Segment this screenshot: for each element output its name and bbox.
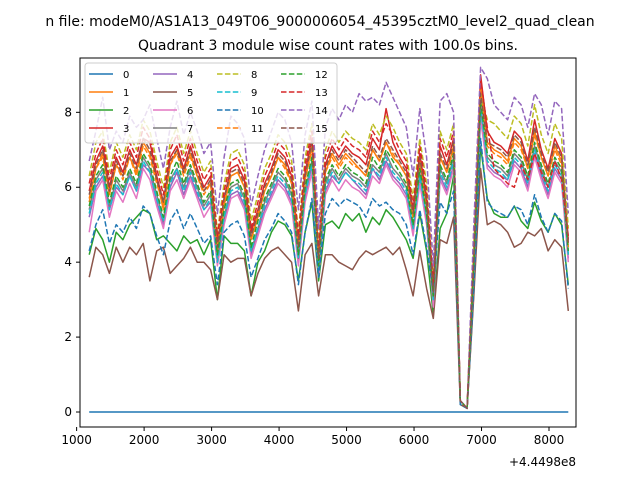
axes-frame — [79, 57, 577, 428]
series-line-2 — [88, 145, 570, 410]
chart-title: Quadrant 3 module wise count rates with … — [138, 38, 518, 54]
x-tick-label: 3000 — [196, 433, 227, 447]
legend-label-13: 13 — [315, 88, 328, 99]
legend-box — [84, 62, 338, 144]
y-tick-label: 0 — [64, 405, 72, 419]
x-tick-label: 4000 — [264, 433, 295, 447]
legend-label-14: 14 — [315, 106, 328, 117]
legend-label-9: 9 — [251, 88, 257, 99]
y-tick-label: 2 — [64, 330, 72, 344]
x-tick-label: 7000 — [466, 433, 497, 447]
series-line-13 — [88, 77, 570, 410]
y-tick-label: 8 — [64, 105, 72, 119]
x-tick-label: 8000 — [534, 433, 565, 447]
legend-label-7: 7 — [187, 124, 193, 135]
series-line-5 — [88, 167, 570, 410]
legend-label-5: 5 — [187, 88, 193, 99]
legend-label-6: 6 — [187, 106, 193, 117]
legend-label-15: 15 — [315, 124, 328, 135]
x-tick-label: 5000 — [331, 433, 362, 447]
y-tick-label: 6 — [64, 180, 72, 194]
legend-label-1: 1 — [123, 88, 129, 99]
x-tick-label: 6000 — [399, 433, 430, 447]
series-line-10 — [88, 137, 570, 410]
y-axis: 0 2 4 6 8 — [64, 105, 80, 419]
series-line-15 — [88, 92, 570, 410]
x-tick-label: 2000 — [129, 433, 160, 447]
suptitle: n file: modeM0/AS1A13_049T06_9000006054_… — [45, 14, 594, 30]
series-line-6 — [88, 119, 570, 410]
legend-label-11: 11 — [251, 124, 264, 135]
x-axis: 1000 2000 3000 4000 5000 6000 7000 8000 — [61, 427, 564, 447]
legend-label-3: 3 — [123, 124, 129, 135]
x-tick-label: 1000 — [61, 433, 92, 447]
legend-label-2: 2 — [123, 106, 129, 117]
legend-label-10: 10 — [251, 106, 264, 117]
y-tick-label: 4 — [64, 255, 72, 269]
legend-label-0: 0 — [123, 70, 129, 81]
legend-label-12: 12 — [315, 70, 328, 81]
legend-label-8: 8 — [251, 70, 257, 81]
series-line-12 — [88, 100, 570, 410]
series-line-9 — [88, 107, 570, 410]
legend-label-4: 4 — [187, 70, 193, 81]
x-offset-label: +4.4498e8 — [509, 455, 576, 469]
